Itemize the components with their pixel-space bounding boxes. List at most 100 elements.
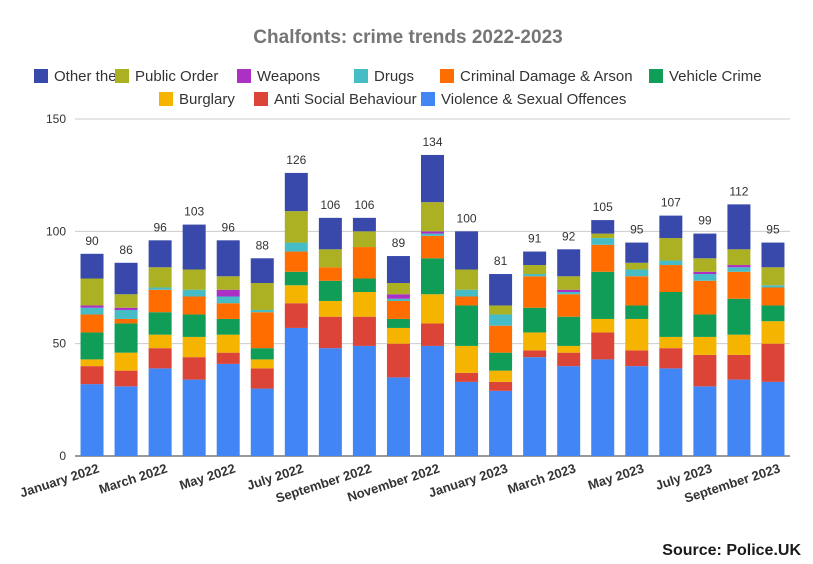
bar-total-label: 95 (766, 223, 780, 237)
bar-segment-other-theft (557, 249, 581, 277)
bar-segment-vehicle-crime (693, 314, 717, 337)
bar-segment-public-order (421, 202, 444, 232)
legend-label: Burglary (179, 91, 235, 108)
bar-segment-anti-social-behaviour (182, 357, 206, 380)
bar-segment-anti-social-behaviour (455, 372, 479, 382)
bar-total-label: 106 (320, 198, 340, 212)
bar-total-label: 95 (630, 223, 644, 237)
bar-segment-violence-and-sexual-offences (625, 366, 649, 456)
bar-segment-other-theft (352, 217, 376, 232)
bar-segment-violence-and-sexual-offences (80, 384, 104, 456)
bar-segment-anti-social-behaviour (250, 368, 274, 389)
bar-segment-burglary (148, 334, 172, 349)
bar-segment-criminal-damage-and-arson (386, 300, 410, 319)
bar-segment-violence-and-sexual-offences (421, 345, 444, 456)
legend-item-vehicle-crime: Vehicle Crime (649, 68, 762, 85)
bar-segment-violence-and-sexual-offences (523, 357, 547, 456)
bar-segment-other-theft (216, 240, 240, 277)
bar-segment-other-theft (114, 262, 138, 295)
bar-segment-criminal-damage-and-arson (557, 294, 581, 317)
bar-segment-other-theft (591, 220, 615, 234)
bar-segment-drugs (761, 285, 785, 288)
legend-label: Public Order (135, 68, 218, 85)
bar-stack-april-2023 (591, 220, 615, 456)
bar-segment-criminal-damage-and-arson (250, 312, 274, 349)
legend-label: Drugs (374, 68, 414, 85)
legend-item-burglary: Burglary (159, 91, 235, 108)
bar-segment-criminal-damage-and-arson (693, 280, 717, 315)
bar-segment-public-order (80, 278, 104, 306)
bar-segment-vehicle-crime (80, 332, 104, 360)
bar-segment-vehicle-crime (727, 298, 751, 335)
bar-stack-july-2023 (693, 233, 717, 456)
bar-segment-anti-social-behaviour (761, 343, 785, 382)
bar-segment-other-theft (727, 204, 751, 250)
bar-segment-burglary (557, 345, 581, 353)
legend-swatch (159, 92, 173, 106)
bar-total-label: 112 (729, 184, 748, 198)
bar-segment-other-theft (455, 231, 479, 270)
bar-segment-other-theft (421, 154, 444, 203)
bar-segment-violence-and-sexual-offences (557, 366, 581, 456)
legend-swatch (421, 92, 435, 106)
legend-label: Criminal Damage & Arson (460, 68, 633, 85)
bar-segment-burglary (216, 334, 240, 353)
bar-segment-burglary (318, 300, 342, 317)
x-tick-label: January 2022 (18, 461, 101, 501)
bar-segment-violence-and-sexual-offences (284, 327, 308, 456)
bar-segment-anti-social-behaviour (386, 343, 410, 378)
bar-segment-public-order (318, 249, 342, 268)
bar-segment-drugs (727, 267, 751, 272)
bar-segment-public-order (386, 283, 410, 295)
bar-segment-weapons (216, 289, 240, 297)
bar-segment-burglary (421, 294, 444, 324)
legend-item-violence-and-sexual-offences: Violence & Sexual Offences (421, 91, 626, 108)
bar-stack-october-2022 (386, 256, 410, 456)
bar-segment-criminal-damage-and-arson (591, 244, 615, 272)
bar-segment-criminal-damage-and-arson (421, 235, 444, 259)
x-tick-label: May 2022 (178, 461, 238, 493)
bar-segment-drugs (148, 287, 172, 290)
bar-segment-criminal-damage-and-arson (80, 314, 104, 333)
bar-segment-public-order (455, 269, 479, 290)
bar-segment-vehicle-crime (659, 291, 683, 337)
bar-segment-anti-social-behaviour (421, 323, 444, 346)
bar-segment-burglary (659, 336, 683, 349)
bar-segment-anti-social-behaviour (352, 316, 376, 346)
bar-segment-vehicle-crime (557, 316, 581, 346)
bar-segment-burglary (523, 332, 547, 351)
bar-segment-violence-and-sexual-offences (148, 368, 172, 456)
bar-segment-criminal-damage-and-arson (148, 289, 172, 313)
bar-stack-november-2022 (421, 154, 444, 456)
bar-stack-december-2022 (455, 231, 479, 456)
bar-segment-violence-and-sexual-offences (318, 348, 342, 456)
bar-segment-public-order (523, 265, 547, 275)
legend-swatch (254, 92, 268, 106)
bar-segment-vehicle-crime (523, 307, 547, 333)
bar-segment-vehicle-crime (421, 258, 444, 295)
bar-segment-anti-social-behaviour (625, 350, 649, 367)
bar-segment-drugs (489, 314, 513, 326)
bar-total-label: 105 (593, 200, 613, 214)
bar-segment-criminal-damage-and-arson (489, 325, 513, 353)
bar-total-label: 99 (698, 214, 712, 228)
bar-segment-other-theft (284, 172, 308, 212)
bar-segment-drugs (591, 238, 615, 245)
bar-segment-criminal-damage-and-arson (727, 271, 751, 299)
bar-segment-violence-and-sexual-offences (761, 381, 785, 456)
bar-segment-public-order (761, 267, 785, 286)
bar-segment-anti-social-behaviour (148, 348, 172, 369)
bar-segment-public-order (557, 276, 581, 290)
bar-segment-anti-social-behaviour (114, 370, 138, 387)
bar-stack-august-2022 (318, 217, 342, 456)
bar-segment-criminal-damage-and-arson (352, 247, 376, 279)
bar-segment-other-theft (182, 224, 206, 270)
bar-segment-other-theft (148, 240, 172, 268)
legend-label: Violence & Sexual Offences (441, 91, 626, 108)
bar-total-label: 92 (562, 229, 576, 243)
bar-segment-public-order (727, 249, 751, 266)
bar-segment-public-order (693, 258, 717, 272)
bar-segment-public-order (284, 211, 308, 243)
bar-segment-drugs (659, 260, 683, 266)
bar-stack-february-2022 (114, 262, 138, 456)
